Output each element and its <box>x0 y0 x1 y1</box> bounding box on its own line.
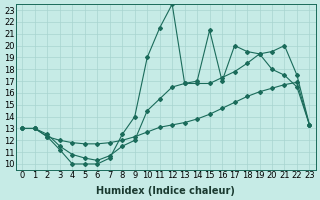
X-axis label: Humidex (Indice chaleur): Humidex (Indice chaleur) <box>97 186 236 196</box>
